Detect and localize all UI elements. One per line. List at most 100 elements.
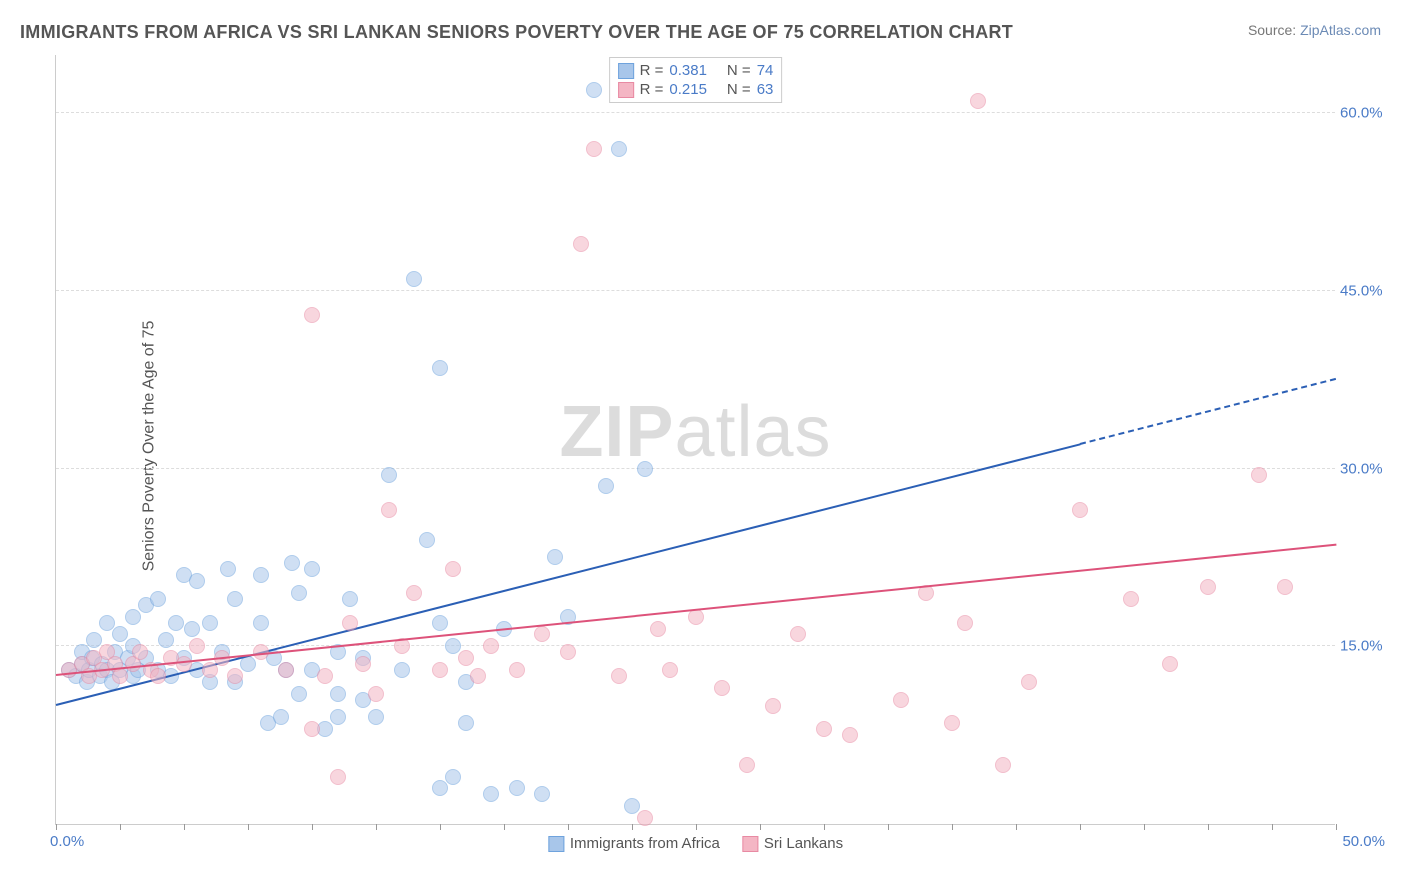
data-point (470, 668, 486, 684)
data-point (432, 662, 448, 678)
legend-swatch (618, 82, 634, 98)
data-point (176, 656, 192, 672)
data-point (381, 502, 397, 518)
data-point (816, 721, 832, 737)
legend-n-value: 63 (757, 81, 774, 98)
x-tick-max: 50.0% (1342, 833, 1385, 850)
chart-title: IMMIGRANTS FROM AFRICA VS SRI LANKAN SEN… (20, 22, 1013, 43)
data-point (637, 810, 653, 826)
data-point (944, 715, 960, 731)
data-point (458, 715, 474, 731)
data-point (202, 615, 218, 631)
data-point (278, 662, 294, 678)
y-tick-label: 45.0% (1340, 282, 1395, 299)
data-point (432, 780, 448, 796)
legend-swatch (548, 836, 564, 852)
data-point (534, 626, 550, 642)
data-point (227, 591, 243, 607)
data-point (432, 360, 448, 376)
data-point (445, 769, 461, 785)
legend-row: R = 0.381N = 74 (618, 61, 774, 80)
x-tick (56, 824, 57, 830)
data-point (368, 686, 384, 702)
data-point (509, 780, 525, 796)
data-point (253, 615, 269, 631)
legend-r-value: 0.215 (669, 81, 707, 98)
data-point (598, 478, 614, 494)
series-legend: Immigrants from Africa Sri Lankans (548, 835, 843, 852)
legend-label: Immigrants from Africa (570, 835, 720, 852)
gridline (56, 468, 1335, 469)
x-tick (376, 824, 377, 830)
y-tick-label: 30.0% (1340, 460, 1395, 477)
data-point (168, 615, 184, 631)
watermark-bold: ZIP (559, 391, 674, 471)
data-point (1162, 656, 1178, 672)
data-point (406, 271, 422, 287)
data-point (765, 698, 781, 714)
data-point (547, 549, 563, 565)
data-point (1021, 674, 1037, 690)
legend-r-label: R = (640, 62, 664, 79)
legend-r-value: 0.381 (669, 62, 707, 79)
x-tick (1336, 824, 1337, 830)
correlation-legend: R = 0.381N = 74R = 0.215N = 63 (609, 57, 783, 103)
x-tick (184, 824, 185, 830)
data-point (227, 668, 243, 684)
data-point (150, 591, 166, 607)
data-point (304, 307, 320, 323)
watermark: ZIPatlas (559, 390, 831, 472)
source-link[interactable]: ZipAtlas.com (1300, 22, 1381, 38)
data-point (445, 638, 461, 654)
data-point (650, 621, 666, 637)
data-point (291, 686, 307, 702)
legend-swatch (742, 836, 758, 852)
legend-n-label: N = (727, 81, 751, 98)
x-tick (696, 824, 697, 830)
data-point (560, 644, 576, 660)
data-point (1123, 591, 1139, 607)
x-tick (504, 824, 505, 830)
source-attribution: Source: ZipAtlas.com (1248, 22, 1381, 38)
data-point (202, 662, 218, 678)
data-point (1072, 502, 1088, 518)
data-point (381, 467, 397, 483)
data-point (150, 668, 166, 684)
gridline (56, 112, 1335, 113)
trend-line (56, 544, 1336, 676)
x-tick (568, 824, 569, 830)
data-point (445, 561, 461, 577)
x-tick (120, 824, 121, 830)
data-point (586, 141, 602, 157)
x-tick (952, 824, 953, 830)
watermark-rest: atlas (674, 391, 831, 471)
x-tick-min: 0.0% (50, 833, 84, 850)
legend-item: Sri Lankans (742, 835, 843, 852)
data-point (586, 82, 602, 98)
data-point (158, 632, 174, 648)
y-tick-label: 60.0% (1340, 105, 1395, 122)
data-point (458, 650, 474, 666)
data-point (483, 786, 499, 802)
data-point (342, 591, 358, 607)
data-point (112, 668, 128, 684)
data-point (112, 626, 128, 642)
data-point (368, 709, 384, 725)
x-tick (1208, 824, 1209, 830)
x-tick (824, 824, 825, 830)
source-prefix: Source: (1248, 22, 1300, 38)
legend-swatch (618, 63, 634, 79)
data-point (394, 662, 410, 678)
data-point (132, 644, 148, 660)
data-point (330, 769, 346, 785)
legend-row: R = 0.215N = 63 (618, 80, 774, 99)
data-point (483, 638, 499, 654)
data-point (957, 615, 973, 631)
data-point (573, 236, 589, 252)
legend-item: Immigrants from Africa (548, 835, 720, 852)
data-point (790, 626, 806, 642)
x-tick (1272, 824, 1273, 830)
legend-n-label: N = (727, 62, 751, 79)
data-point (253, 567, 269, 583)
data-point (355, 656, 371, 672)
